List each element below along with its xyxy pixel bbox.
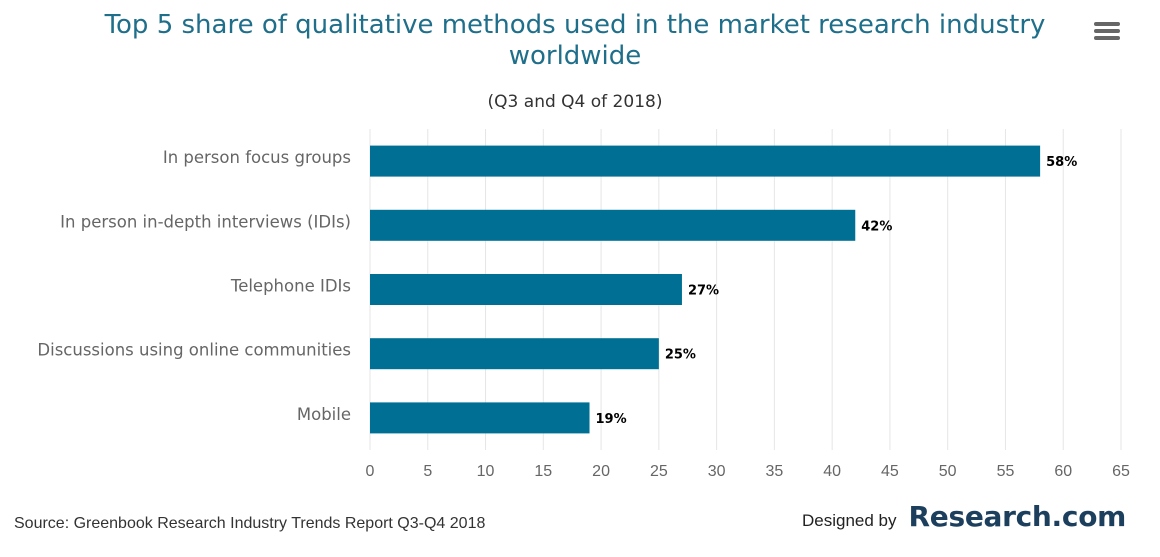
bar-0[interactable] xyxy=(370,145,1041,177)
x-tick-label-12: 60 xyxy=(1054,463,1072,480)
data-labels: 58% 42% 27% 25% 19% xyxy=(596,155,1078,427)
bar-2[interactable] xyxy=(370,274,682,305)
x-tick-label-10: 50 xyxy=(939,463,957,480)
chart-title-line-2: worldwide xyxy=(508,41,642,71)
category-label-4: Mobile xyxy=(297,405,351,424)
x-axis-tick-labels: 0 5 10 15 20 25 30 35 40 45 50 55 60 65 xyxy=(366,463,1130,480)
designed-by-label: Designed by xyxy=(802,511,897,530)
category-labels: In person focus groups In person in-depth… xyxy=(37,148,351,424)
credit: Designed by Research.com xyxy=(802,500,1126,540)
chart-subtitle: (Q3 and Q4 of 2018) xyxy=(487,92,663,112)
x-tick-label-2: 10 xyxy=(477,463,495,480)
data-label-3: 25% xyxy=(665,348,696,363)
x-tick-label-11: 55 xyxy=(997,463,1015,480)
category-label-0: In person focus groups xyxy=(163,148,351,167)
category-label-3: Discussions using online communities xyxy=(37,341,351,360)
x-tick-label-7: 35 xyxy=(765,463,783,480)
chart-title: Top 5 share of qualitative methods used … xyxy=(60,10,1090,72)
bar-4[interactable] xyxy=(370,402,590,434)
x-tick-label-4: 20 xyxy=(592,463,610,480)
data-label-2: 27% xyxy=(688,284,719,299)
hamburger-menu-icon[interactable] xyxy=(1094,22,1120,42)
x-tick-label-9: 45 xyxy=(881,463,899,480)
x-tick-label-13: 65 xyxy=(1112,463,1130,480)
data-label-0: 58% xyxy=(1046,155,1077,170)
x-tick-label-1: 5 xyxy=(423,463,432,480)
bar-3[interactable] xyxy=(370,338,659,370)
data-label-1: 42% xyxy=(861,219,892,234)
x-tick-label-5: 25 xyxy=(650,463,668,480)
bar-1[interactable] xyxy=(370,209,856,241)
category-label-2: Telephone IDIs xyxy=(230,277,351,296)
x-tick-label-3: 15 xyxy=(534,463,552,480)
x-tick-label-8: 40 xyxy=(823,463,841,480)
source-note: Source: Greenbook Research Industry Tren… xyxy=(14,515,486,532)
x-tick-label-6: 30 xyxy=(708,463,726,480)
x-tick-label-0: 0 xyxy=(366,463,375,480)
category-label-1: In person in-depth interviews (IDIs) xyxy=(60,212,351,231)
chart-title-line-1: Top 5 share of qualitative methods used … xyxy=(104,10,1046,40)
brand-logo[interactable]: Research.com xyxy=(908,500,1127,533)
bars xyxy=(370,145,1041,434)
data-label-4: 19% xyxy=(596,412,627,427)
